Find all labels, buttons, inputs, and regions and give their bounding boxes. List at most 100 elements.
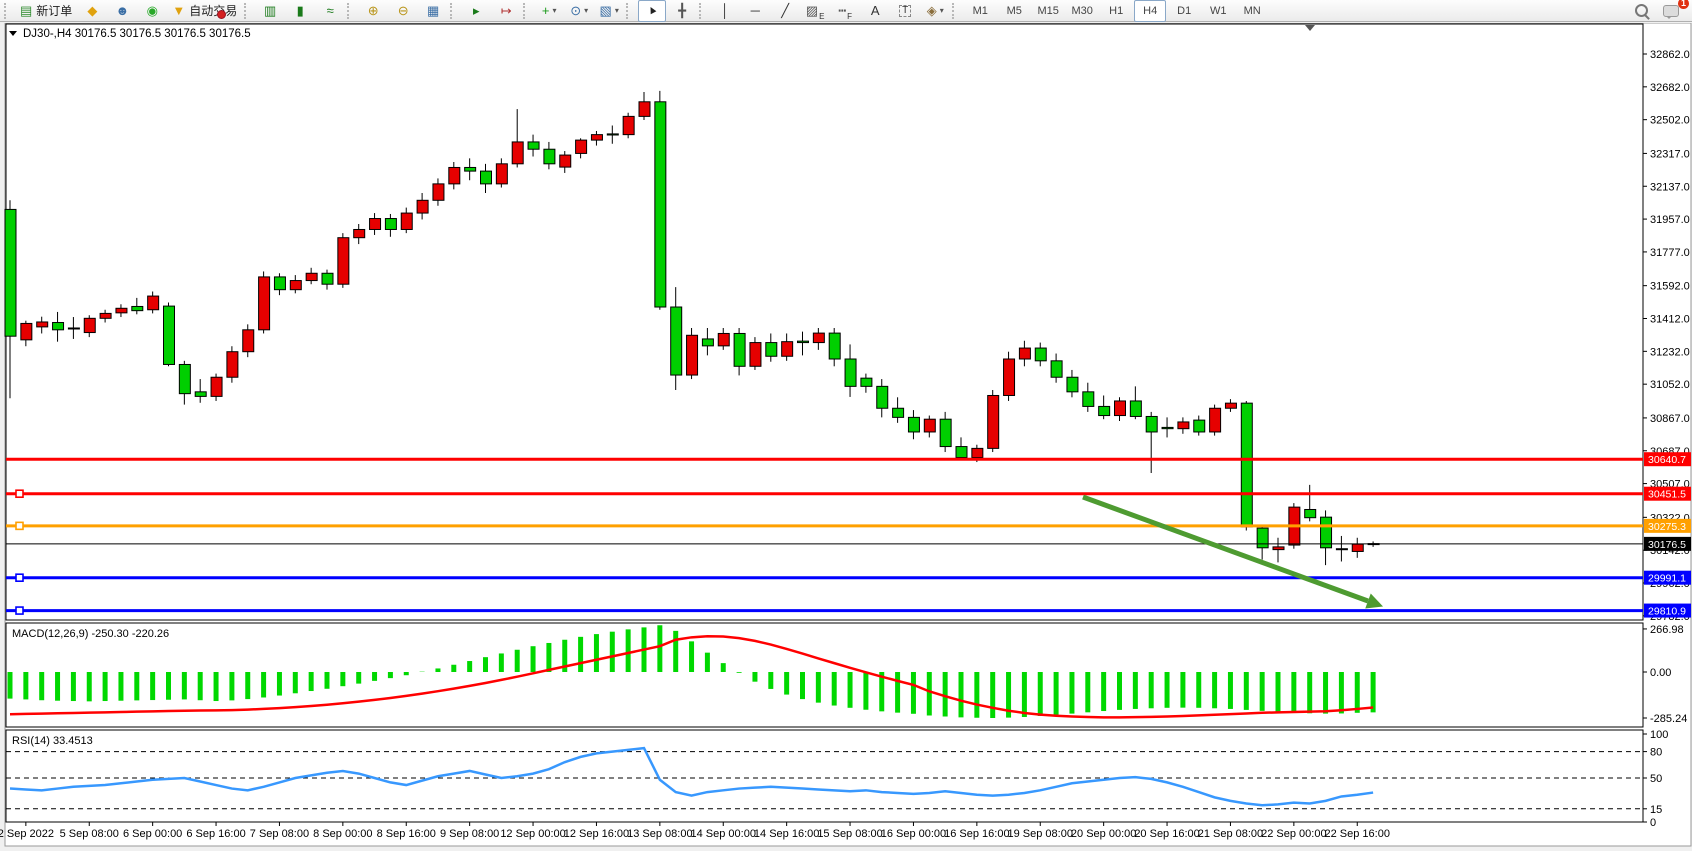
level-handle[interactable] <box>15 606 24 615</box>
tile-windows-button[interactable]: ▦ <box>419 0 447 22</box>
candles <box>4 90 1380 566</box>
candle <box>590 130 603 146</box>
zoom-in-button[interactable]: ⊕ <box>359 0 387 22</box>
trendline-button[interactable]: ╱ <box>771 0 799 22</box>
timeframe-mn[interactable]: MN <box>1243 4 1261 17</box>
label-button[interactable]: T <box>891 0 919 22</box>
arrows-button-dropdown[interactable]: ▾ <box>939 6 944 15</box>
price-level-30451.5[interactable]: 30451.5 <box>6 486 1691 501</box>
templates-button-dropdown[interactable]: ▾ <box>614 6 619 15</box>
candle <box>115 304 128 318</box>
candle <box>1240 400 1253 531</box>
line-chart-button[interactable]: ≈ <box>316 0 344 22</box>
axis-price-box <box>1644 452 1691 467</box>
svg-text:32317.0: 32317.0 <box>1650 148 1690 160</box>
candle <box>781 333 794 361</box>
candle <box>765 333 778 362</box>
candle <box>1335 535 1348 562</box>
timeframe-d1[interactable]: D1 <box>1177 4 1192 17</box>
svg-text:22 Sep 00:00: 22 Sep 00:00 <box>1261 828 1326 840</box>
timeframe-m30[interactable]: M30 <box>1071 4 1093 17</box>
trend-arrow[interactable] <box>1082 494 1384 609</box>
svg-text:20 Sep 16:00: 20 Sep 16:00 <box>1134 828 1199 840</box>
new-order-button[interactable]: ▤ 新订单 <box>16 0 76 22</box>
auto-scroll-button[interactable]: ▸ <box>462 0 490 22</box>
level-handle[interactable] <box>15 489 24 499</box>
chart-shift-button[interactable]: ↦ <box>492 0 520 22</box>
main-price-panel[interactable] <box>5 23 1644 621</box>
candle <box>686 327 699 380</box>
candle <box>923 415 936 438</box>
axis-price-box <box>1644 536 1691 551</box>
profile-button[interactable]: ☻ <box>108 0 136 22</box>
indicators-button-dropdown[interactable]: ▾ <box>552 6 557 15</box>
chart-canvas[interactable]: 32862.0 32682.0 32502.0 32317.0 32137.0 31957… <box>0 22 1692 851</box>
templates-button[interactable]: ▧ ▾ <box>595 0 623 22</box>
toolbar-separator <box>523 2 532 19</box>
collapse-triangle-icon[interactable] <box>9 31 17 36</box>
svg-text:30275.3: 30275.3 <box>1648 521 1686 533</box>
candle <box>400 207 413 234</box>
macd-label: MACD(12,26,9) -250.30 -220.26 <box>12 628 169 640</box>
svg-text:31232.0: 31232.0 <box>1650 346 1690 358</box>
svg-text:5 Sep 08:00: 5 Sep 08:00 <box>60 828 119 840</box>
channel-button[interactable]: ▨ E <box>801 0 829 22</box>
chart-shift-marker[interactable] <box>1305 25 1315 31</box>
chart-window[interactable]: 32862.0 32682.0 32502.0 32317.0 32137.0 31957… <box>0 22 1692 851</box>
level-handle[interactable] <box>15 521 24 531</box>
svg-text:7 Sep 08:00: 7 Sep 08:00 <box>250 828 309 840</box>
price-level-30640.7[interactable]: 30640.7 <box>6 452 1691 467</box>
candle <box>797 331 809 356</box>
horizontal-line-button[interactable]: ─ <box>741 0 769 22</box>
candle <box>52 311 65 342</box>
fibonacci-button[interactable]: ┅ F <box>831 0 859 22</box>
auto-scroll-icon: ▸ <box>472 3 480 18</box>
tile-windows-icon: ▦ <box>427 3 440 18</box>
macd-panel[interactable] <box>5 622 1644 728</box>
timeframe-h1[interactable]: H1 <box>1109 4 1124 17</box>
price-level-29991.1[interactable]: 29991.1 <box>6 570 1691 585</box>
cursor-icon: ▲ <box>644 2 660 18</box>
fibonacci-icon: ┅ <box>838 3 847 18</box>
cursor-button[interactable]: ▲ <box>638 0 667 22</box>
signals-button[interactable]: ◉ <box>138 0 166 22</box>
arrows-button[interactable]: ◈ ▾ <box>921 0 949 22</box>
candlestick-button[interactable]: ▮ <box>286 0 314 22</box>
vertical-line-button[interactable]: │ <box>711 0 739 22</box>
price-level-30275.3[interactable]: 30275.3 <box>6 518 1691 533</box>
price-level-29810.9[interactable]: 29810.9 <box>6 603 1691 618</box>
candle <box>210 373 223 401</box>
autotrading-button[interactable]: ▼ 自动交易 <box>168 0 241 22</box>
search-button[interactable] <box>1627 0 1655 22</box>
horizontal-line-icon: ─ <box>750 3 760 18</box>
svg-text:32137.0: 32137.0 <box>1650 181 1690 193</box>
chart-title: DJ30-,H4 30176.5 30176.5 30176.5 30176.5 <box>9 28 251 40</box>
market-button[interactable]: ◆ <box>78 0 106 22</box>
timeframe-m5[interactable]: M5 <box>1006 4 1022 17</box>
notifications-button[interactable]: 1 <box>1657 0 1689 22</box>
indicators-button[interactable]: + ▾ <box>535 0 563 22</box>
text-button[interactable]: A <box>861 0 889 22</box>
periods-button-dropdown[interactable]: ▾ <box>584 6 589 15</box>
svg-text:20 Sep 00:00: 20 Sep 00:00 <box>1071 828 1136 840</box>
candle <box>321 269 334 290</box>
price-level-30176.5[interactable]: 30176.5 <box>6 536 1691 551</box>
timeframe-m1[interactable]: M1 <box>972 4 988 17</box>
svg-text:50: 50 <box>1650 773 1662 785</box>
svg-text:31052.0: 31052.0 <box>1650 379 1690 391</box>
candle <box>1177 417 1190 434</box>
periods-button[interactable]: ⊙ ▾ <box>565 0 593 22</box>
timeframe-h4[interactable]: H4 <box>1134 0 1167 22</box>
axis-price-box <box>1644 570 1691 585</box>
autotrading-button-label: 自动交易 <box>189 4 238 18</box>
rsi-panel[interactable] <box>5 729 1644 823</box>
timeframe-m15[interactable]: M15 <box>1037 4 1059 17</box>
level-handle[interactable] <box>15 573 24 582</box>
svg-text:6 Sep 16:00: 6 Sep 16:00 <box>186 828 245 840</box>
crosshair-button[interactable]: ╋ <box>668 0 696 22</box>
candle <box>147 291 160 314</box>
timeframe-w1[interactable]: W1 <box>1209 4 1227 17</box>
zoom-out-button[interactable]: ⊖ <box>389 0 417 22</box>
bar-chart-button[interactable]: ▥ <box>256 0 284 22</box>
